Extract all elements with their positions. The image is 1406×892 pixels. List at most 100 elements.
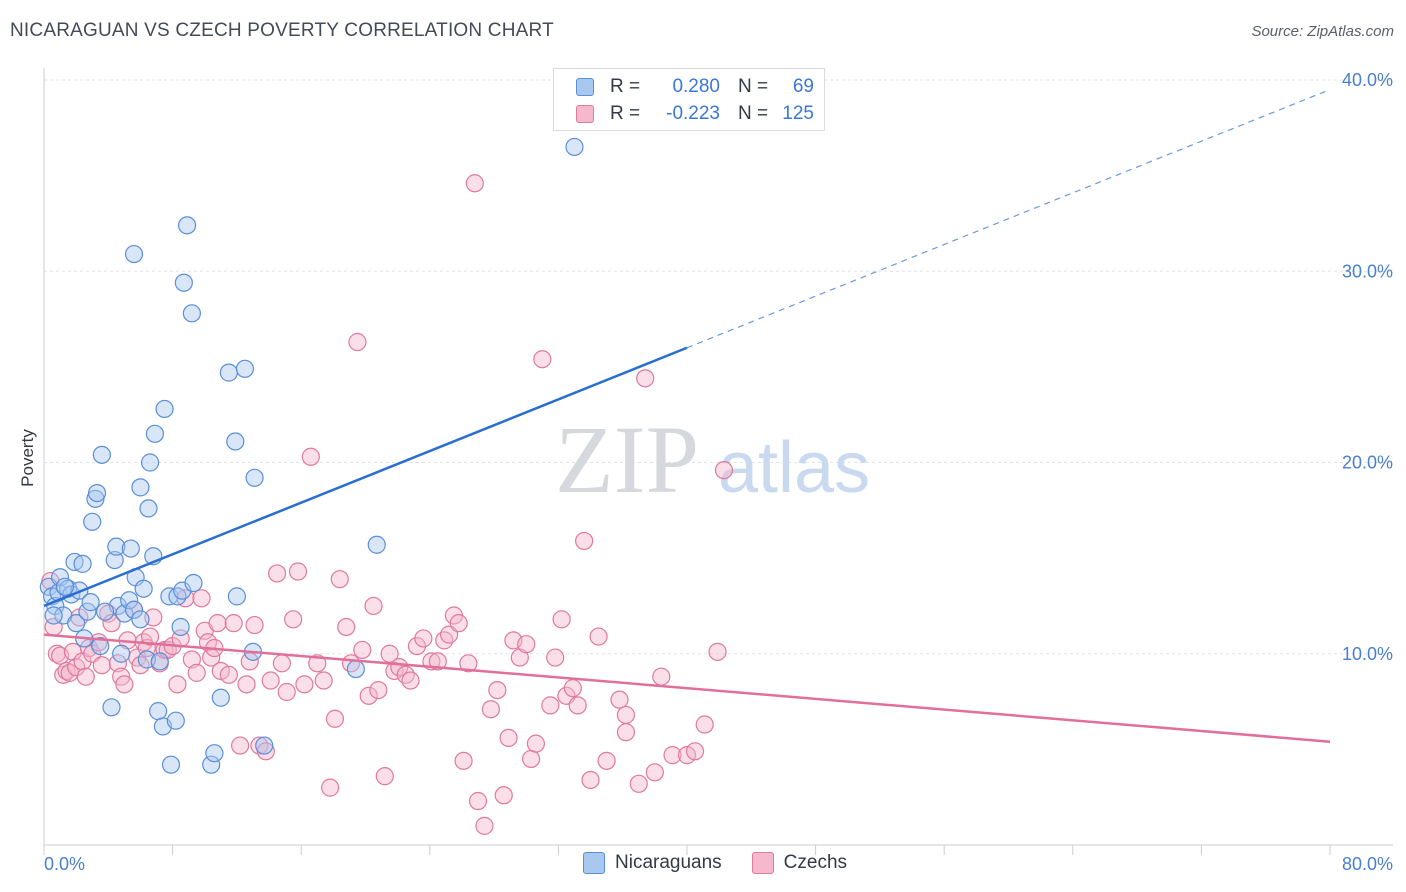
czechs-point bbox=[568, 696, 587, 715]
czechs-point bbox=[459, 654, 478, 673]
nicaraguans-point bbox=[346, 659, 365, 679]
nicaraguans-point bbox=[219, 363, 238, 382]
x-tick-label-max: 80.0% bbox=[1342, 854, 1393, 874]
nicaraguans-point bbox=[226, 432, 245, 451]
legend-row-nicaraguans: R = 0.280 N = 69 bbox=[576, 76, 814, 98]
nicaraguans-point bbox=[67, 614, 86, 633]
legend-label-czechs: Czechs bbox=[783, 852, 848, 873]
series-legend: Nicaraguans Czechs bbox=[583, 852, 877, 874]
watermark-zip: ZIP bbox=[555, 406, 699, 513]
nicaraguans-point bbox=[367, 535, 386, 554]
czechs-point bbox=[288, 562, 308, 581]
czechs-point bbox=[685, 742, 705, 761]
czechs-point bbox=[208, 614, 227, 633]
nicaraguans-point bbox=[120, 591, 139, 610]
nicaraguans-point bbox=[121, 539, 140, 558]
czechs-point bbox=[401, 671, 420, 690]
czechs-point bbox=[546, 648, 565, 667]
nicaraguans-trend-line bbox=[43, 346, 688, 608]
czechs-point bbox=[108, 654, 128, 673]
czechs-point bbox=[616, 705, 636, 725]
correlation-legend: R = 0.280 N = 69 R = -0.223 N = 125 bbox=[553, 68, 825, 131]
czechs-point bbox=[396, 665, 415, 684]
czechs-point bbox=[187, 663, 206, 682]
czechs-point bbox=[533, 350, 552, 369]
czechs-point bbox=[636, 369, 655, 388]
czechs-trend-line bbox=[43, 633, 1331, 743]
nicaraguans-point bbox=[107, 537, 126, 556]
czechs-point bbox=[231, 736, 250, 755]
czechs-point bbox=[219, 665, 238, 684]
source-label: Source: ZipAtlas.com bbox=[1251, 23, 1394, 40]
czechs-point bbox=[475, 816, 494, 835]
nicaraguans-point bbox=[124, 600, 144, 619]
legend-item-czechs[interactable]: Czechs bbox=[751, 852, 848, 874]
czechs-point bbox=[369, 680, 388, 700]
nicaraguans-point bbox=[565, 137, 584, 157]
n-label: N = bbox=[738, 103, 769, 124]
n-value: 125 bbox=[782, 103, 814, 124]
czechs-point bbox=[99, 604, 118, 623]
czechs-point bbox=[102, 614, 121, 633]
y-tick-label: 20.0% bbox=[1342, 453, 1393, 473]
legend-item-nicaraguans[interactable]: Nicaraguans bbox=[583, 852, 722, 874]
nicaraguans-point bbox=[78, 602, 97, 621]
nicaraguans-point bbox=[255, 736, 274, 755]
y-tick-label: 10.0% bbox=[1342, 644, 1393, 664]
czechs-point bbox=[237, 675, 256, 694]
trend-lines bbox=[43, 89, 1331, 743]
czechs-point bbox=[435, 631, 454, 650]
czechs-point bbox=[168, 675, 187, 694]
nicaraguans-point bbox=[92, 445, 111, 464]
legend-swatch-blue bbox=[576, 78, 594, 96]
y-tick-label: 30.0% bbox=[1342, 261, 1393, 281]
czechs-point bbox=[428, 652, 447, 671]
nicaraguans-point bbox=[177, 216, 197, 235]
czechs-point bbox=[267, 564, 287, 583]
axes bbox=[43, 68, 1393, 855]
nicaraguans-point bbox=[161, 755, 181, 774]
czechs-point bbox=[295, 675, 314, 694]
czechs-point bbox=[115, 675, 134, 694]
legend-swatch-blue bbox=[583, 852, 605, 874]
nicaraguans-point bbox=[124, 244, 144, 264]
r-label: R = bbox=[610, 76, 641, 97]
czechs-point bbox=[708, 642, 727, 661]
gridlines: 10.0% 20.0% 30.0% 40.0% bbox=[44, 70, 1393, 664]
nicaraguans-point bbox=[81, 593, 100, 612]
nicaraguans-point bbox=[139, 499, 158, 518]
czechs-point bbox=[314, 671, 333, 690]
nicaraguans-point bbox=[211, 688, 230, 707]
czechs-point bbox=[182, 650, 201, 669]
czechs-point bbox=[575, 531, 594, 551]
czechs-point bbox=[517, 635, 536, 654]
nicaraguans-point bbox=[227, 587, 246, 606]
nicaraguans-point bbox=[83, 512, 102, 531]
czechs-point bbox=[337, 617, 356, 637]
nicaraguans-point bbox=[171, 617, 190, 637]
nicaraguans-point bbox=[91, 636, 110, 656]
nicaraguans-point bbox=[155, 399, 174, 419]
czechs-point bbox=[494, 786, 513, 805]
czechs-point bbox=[652, 667, 671, 686]
r-label: R = bbox=[610, 103, 641, 124]
czechs-point bbox=[301, 447, 320, 466]
czechs-point bbox=[321, 778, 340, 797]
czechs-point bbox=[325, 709, 345, 728]
czechs-point bbox=[261, 671, 280, 690]
nicaraguans-point bbox=[166, 711, 185, 730]
czechs-point bbox=[245, 615, 264, 635]
nicaraguans-point bbox=[95, 602, 115, 621]
nicaraguans-point bbox=[55, 577, 74, 596]
legend-row-czechs: R = -0.223 N = 125 bbox=[576, 103, 814, 125]
czechs-point bbox=[47, 644, 66, 663]
czechs-point bbox=[581, 770, 600, 790]
czechs-point bbox=[526, 734, 545, 753]
czechs-point bbox=[616, 723, 636, 742]
nicaraguans-point bbox=[145, 424, 165, 443]
czechs-point bbox=[414, 629, 433, 648]
nicaraguans-point bbox=[182, 304, 201, 323]
czechs-point bbox=[645, 763, 664, 782]
czechs-point bbox=[488, 680, 507, 700]
nicaraguans-point bbox=[87, 484, 107, 503]
